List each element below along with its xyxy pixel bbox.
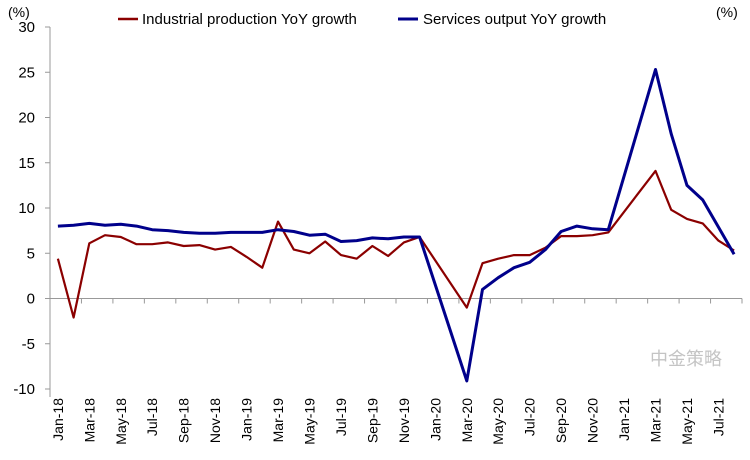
y-tick-label: 15: [18, 155, 35, 172]
x-tick-label: Jan-18: [50, 398, 66, 441]
x-tick-label: Sep-20: [553, 398, 569, 443]
x-tick-label: Jul-18: [144, 398, 160, 436]
watermark: 中金策略: [650, 349, 722, 369]
x-tick-label: Jul-20: [522, 398, 538, 436]
x-tick-label: Mar-21: [648, 398, 664, 443]
x-tick-label: May-18: [113, 398, 129, 445]
y-tick-label: 20: [18, 110, 35, 127]
y-tick-label: -10: [13, 381, 35, 398]
x-tick-label: Jan-20: [427, 398, 443, 441]
x-tick-label: Mar-20: [459, 398, 475, 443]
x-tick-label: Jan-19: [239, 398, 255, 441]
y-tick-label: 30: [18, 19, 35, 36]
y-tick-label: 25: [18, 64, 35, 81]
x-tick-label: Jul-19: [333, 398, 349, 436]
series-line-industrial: [56, 169, 735, 319]
x-tick-label: Nov-18: [207, 398, 223, 443]
y-tick-label: 10: [18, 200, 35, 217]
x-tick-label: May-21: [679, 398, 695, 445]
y-tick-label: 5: [27, 245, 35, 262]
x-tick-label: Jul-21: [710, 398, 726, 436]
x-tick-label: Sep-18: [176, 398, 192, 443]
x-tick-label: May-20: [490, 398, 506, 445]
y-tick-label: -5: [22, 336, 35, 353]
x-tick-label: Mar-18: [81, 398, 97, 443]
y-unit-right: (%): [716, 4, 738, 20]
legend: Industrial production YoY growth Service…: [118, 11, 606, 28]
x-tick-label: Nov-19: [396, 398, 412, 443]
legend-label-industrial: Industrial production YoY growth: [142, 11, 357, 28]
y-unit-left: (%): [8, 4, 30, 20]
x-tick-label: Nov-20: [585, 398, 601, 443]
x-tick-label: Mar-19: [270, 398, 286, 443]
x-tick-label: May-19: [302, 398, 318, 445]
y-tick-label: 0: [27, 291, 35, 308]
x-tick-label: Sep-19: [364, 398, 380, 443]
legend-label-services: Services output YoY growth: [423, 11, 606, 28]
series-line-services: [57, 68, 736, 383]
x-tick-label: Jan-21: [616, 398, 632, 441]
